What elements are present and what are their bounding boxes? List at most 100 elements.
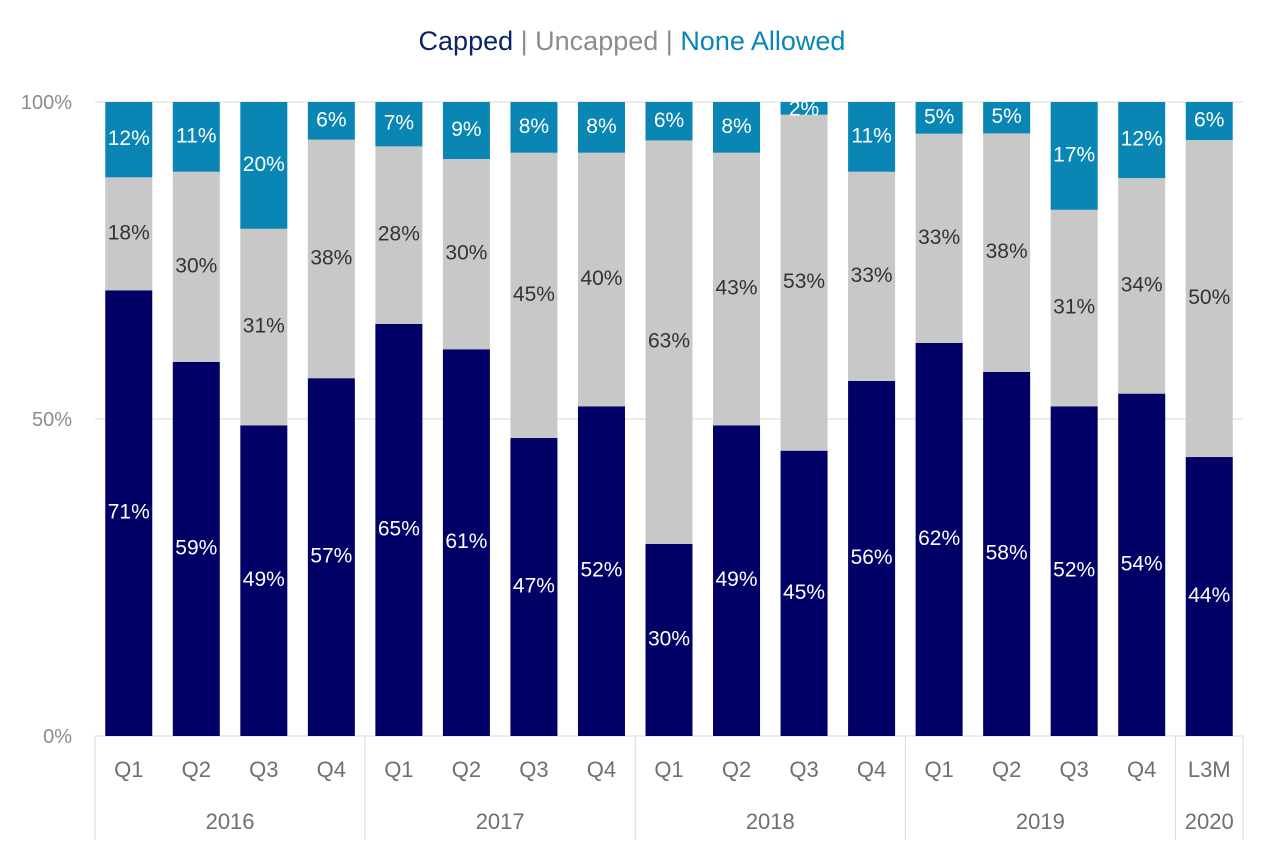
bar-segment-none-allowed — [983, 102, 1031, 134]
bar-segment-capped — [983, 371, 1031, 736]
bar-segment-uncapped — [1050, 209, 1098, 407]
bar-segment-uncapped — [1118, 178, 1166, 394]
bar-segment-capped — [780, 450, 828, 736]
bar-segment-uncapped — [172, 171, 220, 362]
data-label: 52% — [580, 559, 622, 582]
bar-segment-uncapped — [375, 146, 423, 324]
x-group-label: 2019 — [1016, 809, 1065, 834]
data-label: 8% — [721, 115, 751, 138]
x-axis: Q1 Q2 Q3 Q4 Q1 Q2 Q3 Q4 Q1 Q2 Q3 Q4 Q1 Q2 Q3 Q4 L3M 2016 2… — [94, 736, 1244, 840]
chart-legend-title: Capped | Uncapped | None Allowed — [419, 26, 846, 56]
data-label: 18% — [108, 221, 150, 244]
data-label: 5% — [991, 105, 1021, 128]
y-axis-ticks: 0% 50% 100% — [21, 92, 72, 748]
data-label: 8% — [519, 115, 549, 138]
data-label: 20% — [243, 153, 285, 176]
x-tick-label: Q2 — [182, 757, 211, 782]
x-tick-label: Q3 — [789, 757, 818, 782]
bar-segment-none-allowed — [510, 102, 558, 153]
x-group-label: 2020 — [1185, 809, 1234, 834]
legend-part: Uncapped — [535, 26, 658, 56]
data-label: 52% — [1053, 559, 1095, 582]
data-label: 5% — [924, 105, 954, 128]
data-label: 12% — [1121, 128, 1163, 151]
data-label: 7% — [384, 112, 414, 135]
data-label: 50% — [1188, 286, 1230, 309]
data-label: 34% — [1121, 273, 1163, 296]
y-tick-label: 100% — [21, 92, 72, 114]
data-label: 49% — [716, 568, 758, 591]
y-tick-label: 0% — [43, 726, 72, 748]
data-label: 53% — [783, 270, 825, 293]
bar-segment-uncapped — [442, 159, 490, 350]
x-tick-label: Q1 — [114, 757, 143, 782]
bar-segment-none-allowed — [1050, 102, 1098, 210]
legend-part: | — [658, 26, 680, 56]
bar-segment-none-allowed — [307, 102, 355, 140]
data-label: 63% — [648, 330, 690, 353]
bar-segment-none-allowed — [172, 102, 220, 172]
data-label: 9% — [451, 118, 481, 141]
legend-part: | — [513, 26, 535, 56]
bar-segment-uncapped — [510, 152, 558, 439]
bar-segment-uncapped — [1185, 140, 1233, 458]
data-label: 33% — [851, 264, 893, 287]
bar-segment-capped — [105, 290, 153, 736]
data-label: 30% — [648, 627, 690, 650]
bar-segment-none-allowed — [577, 102, 625, 153]
x-tick-label: Q4 — [587, 757, 616, 782]
data-label: 30% — [445, 242, 487, 265]
bar-segment-none-allowed — [1185, 102, 1233, 141]
bar-segment-capped — [577, 406, 625, 736]
data-label: 8% — [586, 115, 616, 138]
bars: 71% 18% 12% 59% 30% 11% 49% 31% 20% 57% 38% 6% 65% 28… — [105, 98, 1233, 736]
bar-segment-capped — [713, 425, 761, 736]
data-label: 54% — [1121, 552, 1163, 575]
data-label: 65% — [378, 517, 420, 540]
bar-segment-uncapped — [915, 133, 963, 343]
bar-segment-uncapped — [105, 177, 153, 291]
x-tick-label: Q3 — [1059, 757, 1088, 782]
x-tick-label: Q2 — [722, 757, 751, 782]
data-label: 58% — [986, 542, 1028, 565]
x-tick-label: Q2 — [992, 757, 1021, 782]
bar-segment-none-allowed — [848, 102, 896, 172]
bar-segment-uncapped — [848, 171, 896, 381]
x-tick-label: L3M — [1188, 757, 1231, 782]
bar-segment-capped — [1118, 393, 1166, 736]
bar-segment-none-allowed — [780, 102, 828, 115]
bar-segment-capped — [848, 380, 896, 736]
data-label: 71% — [108, 501, 150, 524]
data-label: 33% — [918, 226, 960, 249]
legend-part: None Allowed — [680, 26, 845, 56]
x-tick-label: Q1 — [654, 757, 683, 782]
data-label: 45% — [783, 581, 825, 604]
x-tick-label: Q4 — [317, 757, 346, 782]
bar-segment-capped — [915, 342, 963, 736]
bar-segment-uncapped — [645, 140, 693, 544]
legend-part: Capped — [419, 26, 514, 56]
x-tick-label: Q2 — [452, 757, 481, 782]
data-label: 31% — [243, 315, 285, 338]
data-label: 38% — [986, 240, 1028, 263]
data-label: 11% — [176, 124, 216, 147]
x-tick-label: Q3 — [249, 757, 278, 782]
data-label: 59% — [175, 537, 217, 560]
bar-segment-none-allowed — [375, 102, 423, 147]
bar-segment-capped — [375, 323, 423, 736]
x-tick-label: Q1 — [384, 757, 413, 782]
bar-segment-none-allowed — [1118, 102, 1166, 179]
data-label: 6% — [1194, 109, 1224, 132]
bar-segment-capped — [240, 425, 288, 736]
data-label: 38% — [310, 246, 352, 269]
data-label: 31% — [1053, 296, 1095, 319]
x-tick-label: Q4 — [857, 757, 886, 782]
bar-segment-uncapped — [983, 133, 1031, 372]
bar-segment-capped — [510, 438, 558, 736]
data-label: 44% — [1188, 584, 1230, 607]
bar-segment-uncapped — [240, 228, 288, 426]
x-tick-label: Q3 — [519, 757, 548, 782]
data-label: 30% — [175, 254, 217, 277]
data-label: 6% — [316, 108, 346, 131]
